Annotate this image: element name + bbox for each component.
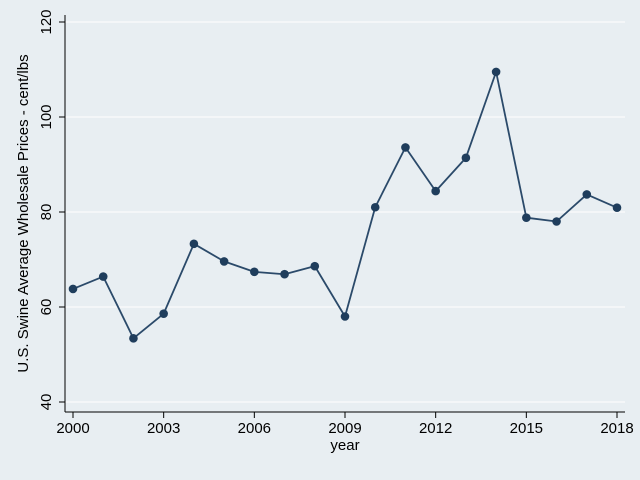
x-axis-ticks: 2000 2003 2006 2009 2012 2015 2018	[56, 412, 634, 437]
x-axis-label: year	[330, 437, 359, 454]
x-tick-label: 2018	[600, 420, 633, 437]
gridlines	[65, 21, 625, 403]
y-tick-label: 100	[38, 104, 55, 129]
y-axis-ticks: 40 60 80 100 120	[38, 9, 65, 410]
y-tick-label: 60	[38, 299, 55, 316]
x-tick-label: 2015	[510, 420, 543, 437]
data-point	[68, 284, 78, 294]
data-point	[219, 257, 229, 266]
data-point	[250, 267, 259, 277]
data-point	[582, 190, 592, 199]
y-tick-label: 40	[38, 394, 55, 411]
data-point	[552, 217, 561, 226]
series-layer	[68, 67, 622, 343]
x-tick-label: 2003	[147, 420, 180, 437]
data-point	[189, 239, 199, 249]
data-point	[431, 186, 440, 196]
y-tick-label: 120	[38, 9, 55, 34]
x-tick-label: 2000	[56, 420, 89, 437]
data-point	[491, 67, 501, 77]
data-point	[310, 261, 320, 271]
data-point	[280, 269, 289, 279]
data-point	[159, 309, 168, 318]
x-tick-label: 2006	[238, 420, 271, 437]
data-point	[340, 312, 350, 321]
x-tick-label: 2012	[419, 420, 452, 437]
data-point	[461, 153, 471, 163]
y-axis-label: U.S. Swine Average Wholesale Prices - ce…	[15, 54, 32, 372]
data-point	[370, 202, 380, 212]
data-point	[612, 203, 622, 213]
data-point	[522, 213, 531, 222]
x-tick-label: 2009	[328, 420, 361, 437]
data-point	[401, 143, 410, 152]
y-tick-label: 80	[38, 204, 55, 221]
data-point	[98, 272, 108, 281]
data-point	[129, 334, 138, 343]
